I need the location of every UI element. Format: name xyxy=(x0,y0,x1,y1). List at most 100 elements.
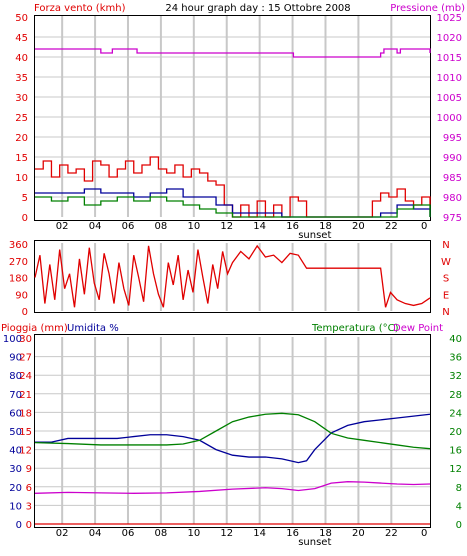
rain-tick-label: 30 xyxy=(19,334,32,345)
temperature-tick-label: 4 xyxy=(456,501,462,512)
humidity-series xyxy=(35,413,431,464)
x-tick-label: 10 xyxy=(187,528,200,539)
rain-tick-label: 6 xyxy=(26,483,32,494)
sunset-label: sunset xyxy=(298,537,331,548)
x-tick-label: 22 xyxy=(385,528,398,539)
rain-tick-label: 21 xyxy=(19,390,32,401)
wind-tick-label: 25 xyxy=(15,113,28,124)
x-tick-label: 12 xyxy=(220,221,233,232)
x-tick-label: 06 xyxy=(122,528,135,539)
pressure-tick-label: 980 xyxy=(443,193,462,204)
rain-tick-label: 15 xyxy=(19,427,32,438)
x-tick-label: 14 xyxy=(253,528,266,539)
wind-direction-panel xyxy=(34,240,431,313)
wind-tick-label: 40 xyxy=(15,53,28,64)
pressure-series xyxy=(35,48,431,58)
x-tick-label: 04 xyxy=(89,221,102,232)
compass-tick-label: N xyxy=(442,307,449,318)
humidity-tick-label: 60 xyxy=(9,408,22,419)
x-tick-label: 16 xyxy=(286,528,299,539)
temperature-tick-label: 28 xyxy=(449,390,462,401)
temperature-tick-label: 12 xyxy=(449,464,462,475)
pressure-tick-label: 985 xyxy=(443,173,462,184)
wind-direction-series xyxy=(34,244,431,308)
dewpoint-series xyxy=(34,481,431,494)
humidity-tick-label: 50 xyxy=(9,427,22,438)
x-tick-label: 20 xyxy=(352,528,365,539)
x-tick-label: 0 xyxy=(421,221,427,232)
temperature-series xyxy=(34,412,431,450)
temperature-tick-label: 32 xyxy=(449,371,462,382)
wind-tick-label: 30 xyxy=(15,93,28,104)
x-tick-label: 14 xyxy=(253,221,266,232)
rain-tick-label: 24 xyxy=(19,371,32,382)
wind-tick-label: 20 xyxy=(15,133,28,144)
x-tick-label: 02 xyxy=(56,528,69,539)
pressure-axis-title: Pressione (mb) xyxy=(390,3,465,14)
x-tick-label: 06 xyxy=(122,221,135,232)
pressure-tick-label: 1015 xyxy=(437,53,462,64)
direction-tick-label: 360 xyxy=(9,240,28,251)
temperature-tick-label: 16 xyxy=(449,446,462,457)
humidity-tick-label: 100 xyxy=(3,334,22,345)
rain-tick-label: 9 xyxy=(26,464,32,475)
temperature-tick-label: 0 xyxy=(456,520,462,531)
wind-tick-label: 35 xyxy=(15,73,28,84)
temperature-axis-title: Temperatura (°C) xyxy=(311,323,399,334)
compass-tick-label: W xyxy=(441,257,451,268)
wind-pressure-panel xyxy=(34,15,431,221)
temperature-tick-label: 8 xyxy=(456,483,462,494)
x-tick-label: 20 xyxy=(352,221,365,232)
wind-tick-label: 45 xyxy=(15,33,28,44)
wind-tick-label: 5 xyxy=(22,193,28,204)
humidity-tick-label: 40 xyxy=(9,446,22,457)
humidity-tick-label: 20 xyxy=(9,483,22,494)
humidity-tick-label: 80 xyxy=(9,371,22,382)
x-tick-label: 10 xyxy=(187,221,200,232)
temperature-tick-label: 24 xyxy=(449,408,462,419)
humidity-tick-label: 0 xyxy=(16,520,22,531)
x-tick-label: 16 xyxy=(286,221,299,232)
x-tick-label: 18 xyxy=(319,221,332,232)
x-tick-label: 18 xyxy=(319,528,332,539)
wind-average-series xyxy=(35,188,431,218)
rain-tick-label: 3 xyxy=(26,501,32,512)
pressure-tick-label: 1000 xyxy=(437,113,462,124)
wind-gust-series xyxy=(35,196,431,218)
humidity-tick-label: 30 xyxy=(9,464,22,475)
x-tick-label: 12 xyxy=(220,528,233,539)
wind-axis-title: Forza vento (kmh) xyxy=(34,3,126,14)
x-tick-label: 08 xyxy=(155,221,168,232)
direction-tick-label: 270 xyxy=(9,257,28,268)
chart-title: 24 hour graph day : 15 Ottobre 2008 xyxy=(165,3,350,14)
wind-tick-label: 50 xyxy=(15,13,28,24)
wind-speed-series xyxy=(35,156,431,218)
direction-tick-label: 90 xyxy=(15,290,28,301)
compass-tick-label: E xyxy=(443,290,449,301)
humidity-tick-label: 90 xyxy=(9,353,22,364)
pressure-tick-label: 975 xyxy=(443,213,462,224)
compass-tick-label: N xyxy=(442,240,449,251)
compass-tick-label: S xyxy=(443,274,449,285)
wind-tick-label: 10 xyxy=(15,173,28,184)
pressure-tick-label: 1025 xyxy=(437,13,462,24)
x-tick-label: 0 xyxy=(421,528,427,539)
pressure-tick-label: 1020 xyxy=(437,33,462,44)
dewpoint-axis-title: Dew Point xyxy=(393,323,443,334)
pressure-tick-label: 990 xyxy=(443,153,462,164)
pressure-tick-label: 995 xyxy=(443,133,462,144)
humidity-axis-title: Umidita % xyxy=(67,323,119,334)
humidity-tick-label: 10 xyxy=(9,501,22,512)
pressure-tick-label: 1005 xyxy=(437,93,462,104)
humidity-tick-label: 70 xyxy=(9,390,22,401)
x-tick-label: 08 xyxy=(155,528,168,539)
rain-tick-label: 27 xyxy=(19,353,32,364)
x-tick-label: 02 xyxy=(56,221,69,232)
rain-tick-label: 0 xyxy=(26,520,32,531)
direction-tick-label: 0 xyxy=(22,307,28,318)
rain-axis-title: Pioggia (mm) xyxy=(1,323,68,334)
sunset-label: sunset xyxy=(298,230,331,241)
pressure-tick-label: 1010 xyxy=(437,73,462,84)
rain-tick-label: 12 xyxy=(19,446,32,457)
